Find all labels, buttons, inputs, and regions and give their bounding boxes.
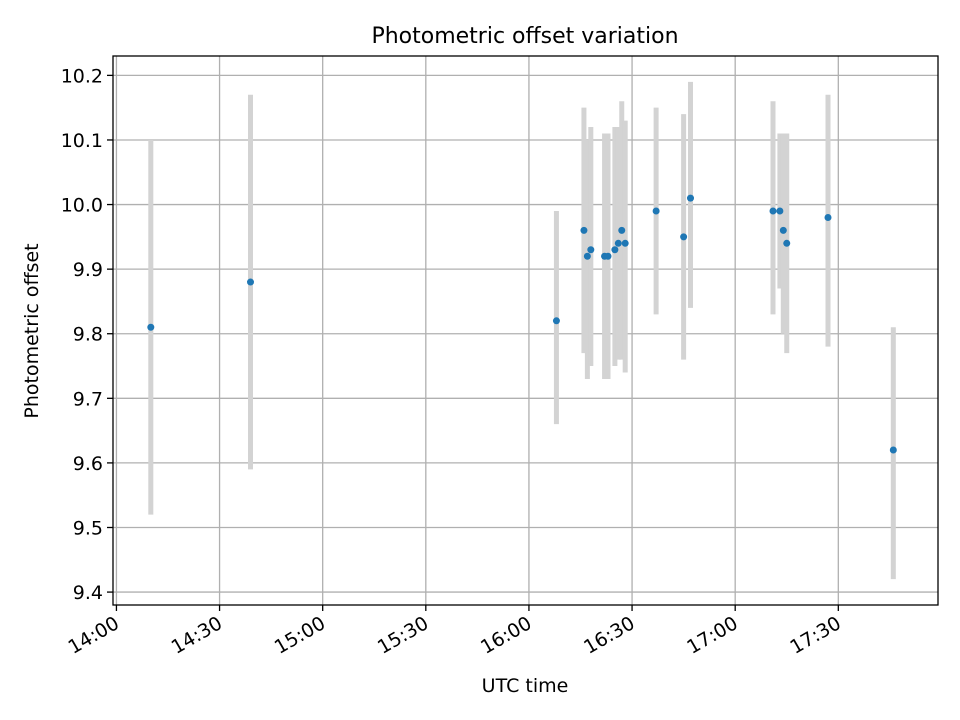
data-point xyxy=(580,226,588,234)
data-point xyxy=(621,239,629,247)
x-tick-label: 14:30 xyxy=(168,612,226,658)
data-point xyxy=(147,323,155,331)
data-point xyxy=(652,207,660,215)
y-tick-label: 10.1 xyxy=(61,130,103,152)
y-tick-label: 9.7 xyxy=(73,388,103,410)
data-point xyxy=(247,278,254,286)
data-point xyxy=(552,317,560,325)
y-tick-label: 9.8 xyxy=(73,324,103,346)
data-point xyxy=(779,226,787,234)
y-tick-label: 9.5 xyxy=(73,517,103,539)
x-tick-label: 16:30 xyxy=(580,612,638,658)
data-point xyxy=(889,446,897,454)
grid-layer xyxy=(113,56,938,605)
data-point xyxy=(604,252,612,260)
data-point xyxy=(687,194,694,202)
error-bar-layer xyxy=(148,81,896,580)
x-tick-label: 15:00 xyxy=(271,612,329,658)
y-tick-label: 10.0 xyxy=(61,195,103,217)
data-point xyxy=(587,246,595,254)
plot-frame xyxy=(112,55,939,606)
data-point xyxy=(680,233,688,241)
y-tick-label: 9.4 xyxy=(73,582,103,604)
tick-layer: 9.4 9.5 9.6 9.7 9.8 9.9 10.0 10.1 10.2 14:00 14:30… xyxy=(61,65,845,658)
y-axis-label: Photometric offset xyxy=(21,243,43,418)
point-layer xyxy=(147,194,897,454)
data-point xyxy=(776,207,784,215)
x-tick-label: 17:30 xyxy=(786,612,844,658)
data-point xyxy=(614,239,622,247)
x-axis-label: UTC time xyxy=(482,675,569,697)
y-tick-label: 9.9 xyxy=(73,259,103,281)
data-point xyxy=(769,207,777,215)
data-point xyxy=(783,239,791,247)
data-point xyxy=(583,252,591,260)
data-point xyxy=(618,226,626,234)
data-point xyxy=(824,213,832,221)
chart-title: Photometric offset variation xyxy=(371,24,678,49)
y-tick-label: 9.6 xyxy=(73,453,103,475)
x-tick-label: 15:30 xyxy=(374,612,432,658)
y-tick-label: 10.2 xyxy=(61,65,103,87)
x-tick-label: 16:00 xyxy=(477,612,535,658)
x-tick-label: 17:00 xyxy=(683,612,741,658)
data-point xyxy=(611,246,619,254)
x-tick-label: 14:00 xyxy=(65,612,123,658)
